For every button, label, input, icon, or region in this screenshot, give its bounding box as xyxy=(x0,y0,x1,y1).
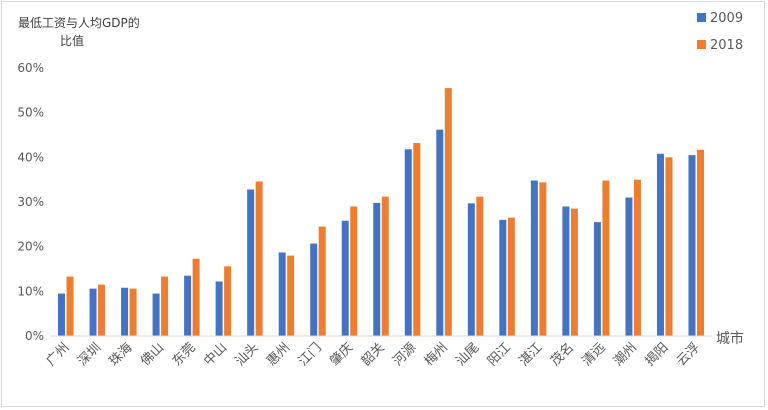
category-label: 汕头 xyxy=(233,340,262,369)
bar-2009-梅州 xyxy=(436,129,444,336)
bar-2018-肇庆 xyxy=(350,206,358,336)
category-label: 惠州 xyxy=(264,340,293,369)
category-label: 河源 xyxy=(390,340,419,369)
bar-2018-河源 xyxy=(413,143,421,336)
bar-2018-韶关 xyxy=(381,196,389,336)
bar-2018-梅州 xyxy=(444,88,452,336)
category-label: 揭阳 xyxy=(643,340,672,369)
y-tick-label: 10% xyxy=(17,284,44,298)
bar-2018-清远 xyxy=(602,180,610,336)
bar-2018-中山 xyxy=(224,266,232,336)
y-axis-ticks: 0% 10% 20% 30% 40% 50% 60% xyxy=(17,61,44,343)
category-label: 云浮 xyxy=(674,340,703,369)
bar-2009-揭阳 xyxy=(656,153,664,336)
category-label: 佛山 xyxy=(138,340,167,369)
legend-label: 2018 xyxy=(710,38,743,53)
category-label: 深圳 xyxy=(75,340,104,369)
category-label: 潮州 xyxy=(611,340,640,369)
bar-2009-阳江 xyxy=(499,219,507,336)
category-label: 阳江 xyxy=(485,340,514,369)
bar-2009-潮州 xyxy=(625,197,633,336)
bar-2018-广州 xyxy=(66,276,74,336)
bar-2018-东莞 xyxy=(192,258,200,336)
bar-2009-佛山 xyxy=(152,293,160,336)
bar-2009-清远 xyxy=(593,222,601,336)
category-label: 东莞 xyxy=(170,340,199,369)
bar-2009-茂名 xyxy=(562,206,570,336)
y-tick-label: 50% xyxy=(17,106,44,120)
bar-2009-汕尾 xyxy=(467,203,475,336)
category-label: 梅州 xyxy=(422,340,451,369)
bar-2009-深圳 xyxy=(89,288,97,336)
bar-2018-江门 xyxy=(318,226,326,336)
bar-2009-惠州 xyxy=(278,252,286,336)
bar-2018-惠州 xyxy=(287,255,295,336)
y-axis-title: 最低工资与人均GDP的 比值 xyxy=(18,15,140,48)
legend-swatch xyxy=(697,40,706,49)
y-tick-label: 0% xyxy=(25,329,44,343)
category-label: 珠海 xyxy=(107,340,136,369)
bar-2018-汕头 xyxy=(255,181,263,336)
bar-2018-潮州 xyxy=(633,179,641,336)
legend-swatch xyxy=(697,13,706,22)
bar-2018-揭阳 xyxy=(665,157,673,336)
x-axis-categories: 广州 深圳 珠海 佛山 东莞 中山 汕头 惠州 江门 肇庆 韶关 河源 梅州 汕尾 阳江 湛江 茂名 清远 潮州 揭阳… xyxy=(44,340,703,370)
bar-2018-阳江 xyxy=(507,217,515,336)
bar-2009-东莞 xyxy=(184,275,192,336)
bar-2018-佛山 xyxy=(161,276,169,336)
bar-2009-河源 xyxy=(404,149,412,336)
bar-2009-珠海 xyxy=(121,287,129,336)
bar-2009-汕头 xyxy=(247,189,255,336)
bar-2009-江门 xyxy=(310,243,318,336)
x-axis-title: 城市 xyxy=(716,330,744,347)
bar-2009-中山 xyxy=(215,281,223,336)
y-tick-label: 60% xyxy=(17,61,44,75)
bar-2018-云浮 xyxy=(696,149,704,336)
bar-2018-珠海 xyxy=(129,288,137,336)
y-tick-label: 20% xyxy=(17,240,44,254)
category-label: 茂名 xyxy=(547,340,577,370)
bar-2009-广州 xyxy=(58,293,66,336)
category-label: 肇庆 xyxy=(327,340,356,369)
bar-2018-湛江 xyxy=(539,182,547,336)
y-tick-label: 40% xyxy=(17,150,44,164)
y-axis-title-line-2: 比值 xyxy=(60,33,84,48)
category-label: 中山 xyxy=(201,340,230,369)
category-label: 广州 xyxy=(44,340,73,369)
category-label: 汕尾 xyxy=(453,340,482,369)
y-axis-title-line-1: 最低工资与人均GDP的 xyxy=(18,15,140,30)
bar-2009-韶关 xyxy=(373,202,381,336)
bar-2009-肇庆 xyxy=(341,220,349,336)
category-label: 清远 xyxy=(579,340,608,369)
legend: 2009 2018 xyxy=(697,11,743,53)
bar-2009-云浮 xyxy=(688,155,696,336)
bar-2018-茂名 xyxy=(570,208,578,336)
category-label: 韶关 xyxy=(358,340,388,370)
bar-2009-湛江 xyxy=(530,180,538,336)
bars xyxy=(58,88,704,336)
bar-2018-深圳 xyxy=(98,284,106,336)
category-label: 江门 xyxy=(296,340,325,369)
bar-2018-汕尾 xyxy=(476,196,484,336)
y-tick-label: 30% xyxy=(17,195,44,209)
legend-label: 2009 xyxy=(710,11,743,26)
category-label: 湛江 xyxy=(516,340,545,369)
